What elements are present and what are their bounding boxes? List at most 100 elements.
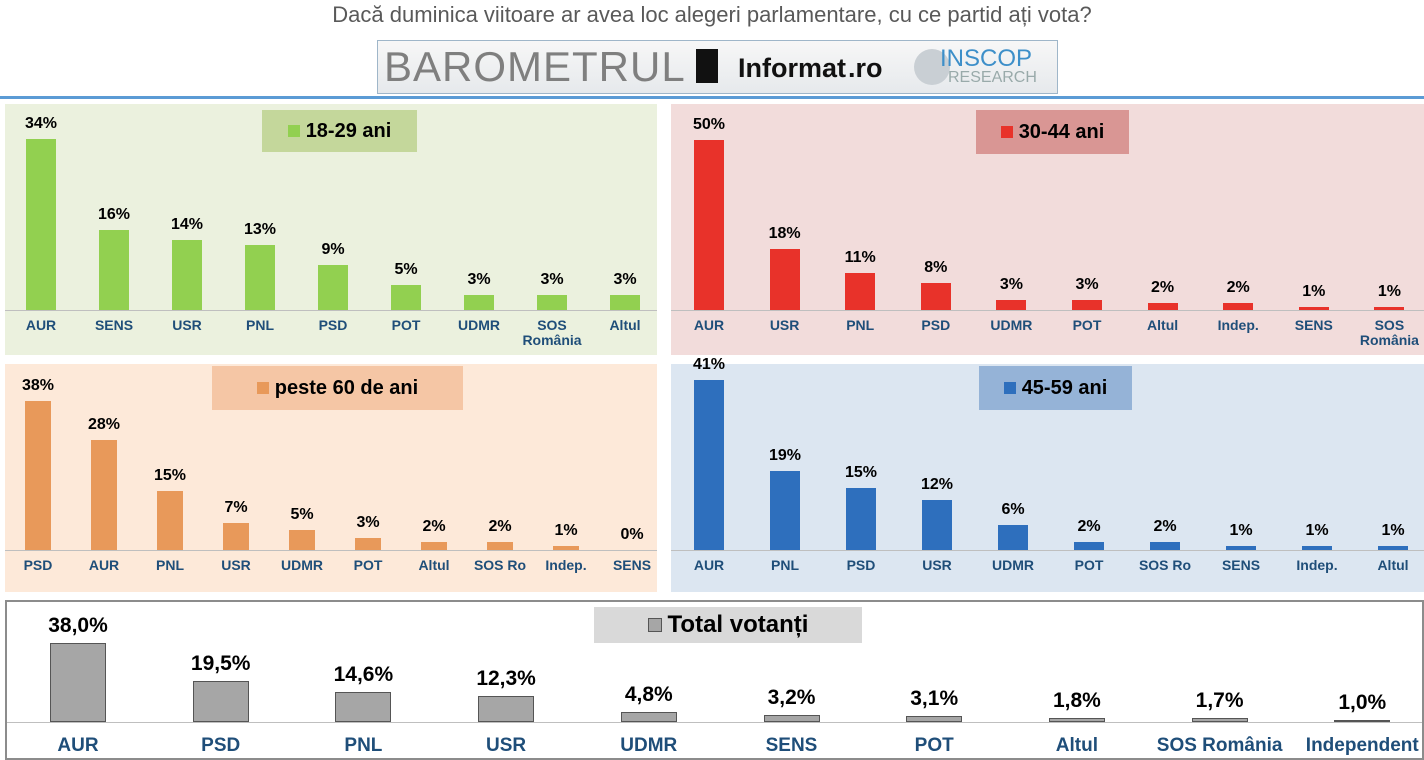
- logo-ro: .ro: [848, 53, 883, 83]
- bar: [192, 681, 249, 722]
- legend-swatch: [1003, 382, 1016, 394]
- category-label: Altul: [1377, 557, 1409, 573]
- category-label: UDMR: [620, 735, 678, 756]
- bar: [355, 538, 381, 550]
- value-label: 6%: [1001, 501, 1025, 519]
- bar: [172, 239, 202, 310]
- value-label: 3%: [540, 270, 564, 288]
- bar: [537, 294, 567, 310]
- value-label: 1%: [1305, 521, 1329, 539]
- bar: [1150, 541, 1180, 550]
- category-label: POT: [1072, 317, 1102, 333]
- category-label: UDMR: [281, 557, 323, 573]
- value-label: 0%: [620, 526, 644, 543]
- value-label: 4,8%: [624, 683, 673, 707]
- bar: [478, 696, 535, 722]
- chart-panel: 45-59 ani 41% AUR 19% PNL 15% PSD 12% USR 6% UDMR 2…: [671, 356, 1424, 592]
- bar: [922, 500, 952, 550]
- legend-swatch: [256, 382, 269, 394]
- value-label: 41%: [692, 355, 726, 373]
- value-label: 38,0%: [48, 613, 108, 637]
- category-label: AUR: [57, 735, 99, 756]
- category-label: Indep.: [1217, 317, 1259, 333]
- category-label: PNL: [246, 317, 274, 333]
- value-label: 50%: [692, 116, 726, 133]
- logo-icon: [696, 49, 718, 83]
- value-label: 5%: [394, 260, 418, 278]
- category-label: SENS: [94, 317, 134, 333]
- category-label: USR: [221, 557, 251, 573]
- category-label: SOS Ro: [1138, 557, 1192, 573]
- bar: [421, 542, 447, 550]
- chart-title-box: peste 60 de ani: [212, 366, 463, 410]
- logo-inscop: INSCOP: [940, 45, 1033, 72]
- logo-informat: Informat: [738, 53, 846, 83]
- bar: [1302, 545, 1332, 550]
- value-label: 14,6%: [333, 662, 394, 686]
- bar: [620, 712, 677, 722]
- chart-title: 18-29 ani: [305, 119, 392, 142]
- category-label: Altul: [1055, 735, 1098, 756]
- value-label: 19%: [768, 447, 802, 465]
- value-label: 2%: [422, 518, 446, 536]
- category-label: Altul: [609, 317, 641, 333]
- bar: [391, 284, 421, 310]
- category-label: UDMR: [458, 317, 500, 333]
- bar: [610, 294, 640, 310]
- bar: [1191, 718, 1248, 722]
- axis-line: [671, 310, 1424, 311]
- chart-title: Total votanți: [667, 611, 809, 638]
- chart-panel: peste 60 de ani 38% PSD 28% AUR 15% PNL 7% USR 5%…: [5, 364, 657, 592]
- value-label: 12%: [920, 476, 954, 494]
- bar: [26, 138, 56, 310]
- value-label: 5%: [290, 506, 314, 524]
- category-label: Independent: [1305, 735, 1419, 756]
- bar: [694, 379, 724, 550]
- category-label: Altul: [1147, 317, 1179, 333]
- chart-panel: 18-29 ani 34% AUR 16% SENS 14% USR 13% PNL 9% PSD 5…: [5, 104, 657, 355]
- value-label: 28%: [87, 416, 121, 434]
- category-label: USR: [486, 735, 527, 756]
- value-label: 1%: [1377, 282, 1401, 300]
- value-label: 1%: [1381, 521, 1405, 539]
- logo-circle: [914, 49, 950, 85]
- page-title: Dacă duminica viitoare ar avea loc alege…: [332, 2, 1092, 27]
- value-label: 1,7%: [1195, 689, 1244, 713]
- category-label: UDMR: [990, 317, 1033, 333]
- value-label: 2%: [1153, 517, 1177, 535]
- category-label: PSD: [201, 735, 241, 756]
- bar: [1298, 306, 1329, 310]
- value-label: 15%: [844, 463, 878, 481]
- chart-panel: Total votanți 38,0% AUR 19,5% PSD 14,6% PNL 12,…: [5, 600, 1424, 760]
- value-label: 3,2%: [767, 686, 816, 710]
- value-label: 13%: [243, 220, 277, 238]
- category-label: SENS: [612, 557, 652, 573]
- category-label: SOS Ro: [473, 557, 527, 573]
- bar: [845, 272, 876, 310]
- category-label: UDMR: [992, 557, 1034, 573]
- legend-swatch: [287, 125, 300, 137]
- bar: [245, 244, 275, 310]
- bar: [553, 546, 579, 550]
- category-label: PNL: [846, 317, 875, 333]
- category-label: Indep.: [545, 557, 587, 573]
- bar: [769, 248, 800, 310]
- chart-panel: 30-44 ani 50% AUR 18% USR 11% PNL 8% PSD 3% UDMR 3%…: [671, 104, 1424, 355]
- bar: [694, 140, 724, 310]
- bar: [1072, 299, 1102, 310]
- bar: [1074, 541, 1104, 550]
- chart-title-box: 45-59 ani: [979, 366, 1132, 410]
- axis-line: [7, 722, 1422, 723]
- bar: [1334, 719, 1391, 722]
- value-label: 2%: [488, 518, 512, 536]
- axis-line: [671, 550, 1424, 551]
- value-label: 2%: [1077, 517, 1101, 535]
- logo-research: RESEARCH: [948, 69, 1037, 86]
- bar: [1147, 303, 1178, 310]
- value-label: 12,3%: [476, 667, 536, 691]
- bar: [99, 229, 129, 310]
- bar: [1048, 718, 1105, 722]
- bar: [996, 299, 1027, 310]
- category-label: PSD: [921, 317, 951, 333]
